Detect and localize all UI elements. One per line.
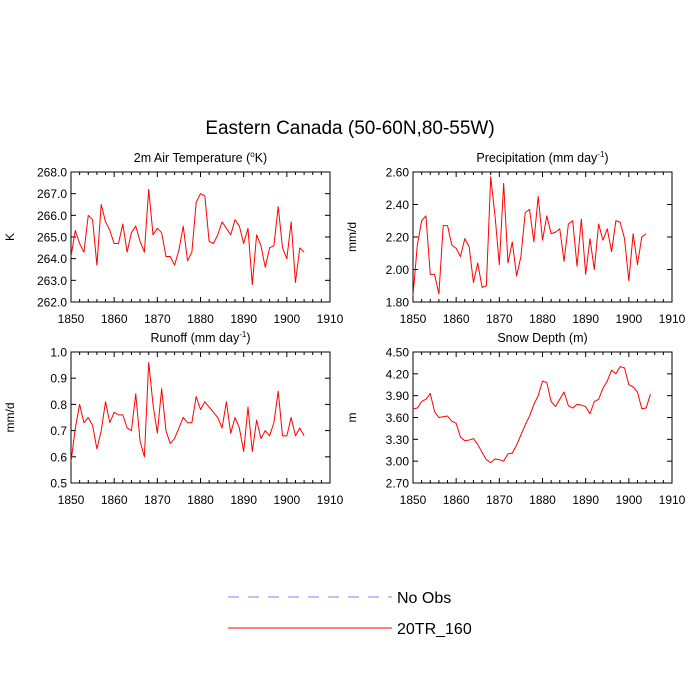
x-tick-label: 1900 [615, 493, 642, 507]
series-line-20tr-160 [70, 361, 305, 463]
x-tick-label: 1850 [400, 493, 427, 507]
panel-air-temperature: 2m Air Temperature (oK) 1850 1860 1870 1880 1… [3, 150, 344, 326]
x-tick-label: 1880 [187, 312, 214, 326]
panel-title-super: o [250, 150, 255, 159]
y-tick-label: 1.0 [50, 346, 67, 360]
panel-title-precipitation: Precipitation (mm day-1) [476, 150, 608, 165]
x-tick-label: 1860 [101, 493, 128, 507]
panel-title-main: 2m Air Temperature ( [134, 151, 251, 165]
panel-title-main: Precipitation (mm day [476, 151, 598, 165]
y-tick-label: 2.40 [386, 198, 410, 212]
y-tick-label: 2.60 [386, 166, 410, 180]
x-tick-label: 1870 [486, 312, 513, 326]
legend-label-20tr-160: 20TR_160 [397, 621, 472, 638]
panel-title-tail: K) [255, 151, 268, 165]
y-tick-label: 265.0 [37, 231, 67, 245]
x-tick-label: 1910 [659, 312, 686, 326]
x-tick-label: 1910 [317, 493, 344, 507]
series-line-20tr-160 [412, 366, 651, 464]
panel-runoff: Runoff (mm day-1) 1850 1860 1870 1880 1890 190… [3, 330, 344, 507]
y-tick-label: 3.00 [386, 455, 410, 469]
x-tick-label: 1860 [443, 493, 470, 507]
x-tick-label: 1860 [101, 312, 128, 326]
y-axis-label-air-temperature: K [3, 233, 17, 241]
y-tick-label: 0.7 [50, 424, 67, 438]
y-tick-label: 2.20 [386, 231, 410, 245]
x-tick-label: 1900 [273, 312, 300, 326]
series-line-20tr-160 [412, 176, 647, 296]
y-tick-label: 262.0 [37, 296, 67, 310]
x-tick-label: 1890 [572, 493, 599, 507]
y-tick-label: 267.0 [37, 187, 67, 201]
x-tick-label: 1880 [529, 493, 556, 507]
panel-title-super: -1 [239, 330, 247, 339]
y-axis-label-precipitation: mm/d [345, 222, 359, 252]
x-tick-label: 1860 [443, 312, 470, 326]
x-tick-label: 1890 [572, 312, 599, 326]
legend-label-no-obs: No Obs [397, 590, 451, 607]
y-tick-label: 4.20 [386, 367, 410, 381]
x-tick-label: 1890 [230, 312, 257, 326]
x-tick-label: 1910 [659, 493, 686, 507]
x-tick-label: 1870 [144, 312, 171, 326]
y-axis-label-runoff: mm/d [3, 403, 17, 433]
y-tick-label: 0.8 [50, 398, 67, 412]
y-tick-label: 3.90 [386, 389, 410, 403]
x-tick-label: 1850 [400, 312, 427, 326]
panel-title-tail: ) [604, 151, 608, 165]
legend: No Obs 20TR_160 [228, 590, 472, 638]
x-tick-label: 1880 [529, 312, 556, 326]
series-line-20tr-160 [70, 188, 305, 286]
y-axis-label-snow-depth: m [345, 413, 359, 423]
x-tick-label: 1880 [187, 493, 214, 507]
panel-title-snow-depth: Snow Depth (m) [497, 331, 587, 345]
y-tick-label: 0.6 [50, 450, 67, 464]
plot-frame [70, 171, 331, 303]
panel-precipitation: Precipitation (mm day-1) 1850 1860 1870 1880… [345, 150, 686, 326]
panel-snow-depth: Snow Depth (m) 1850 1860 1870 1880 1890 1900 19… [345, 331, 686, 507]
y-tick-label: 0.5 [50, 477, 67, 491]
y-tick-label: 263.0 [37, 274, 67, 288]
y-tick-label: 1.80 [386, 296, 410, 310]
y-tick-label: 3.30 [386, 433, 410, 447]
panels: 2m Air Temperature (oK)1850 1860 1870 1880 1… [3, 150, 686, 507]
figure-title: Eastern Canada (50-60N,80-55W) [205, 118, 494, 139]
panel-title-air-temperature: 2m Air Temperature (oK) [134, 150, 267, 165]
x-tick-label: 1890 [230, 493, 257, 507]
panel-title-main: Snow Depth (m) [497, 331, 587, 345]
x-tick-label: 1900 [273, 493, 300, 507]
panel-title-runoff: Runoff (mm day-1) [151, 330, 251, 345]
x-tick-label: 1870 [486, 493, 513, 507]
x-tick-label: 1870 [144, 493, 171, 507]
y-tick-label: 2.00 [386, 263, 410, 277]
y-tick-label: 4.50 [386, 346, 410, 360]
y-tick-label: 2.70 [386, 477, 410, 491]
y-tick-label: 266.0 [37, 209, 67, 223]
panel-title-main: Runoff (mm day [151, 331, 240, 345]
panel-title-tail: ) [246, 331, 250, 345]
x-tick-label: 1850 [58, 493, 85, 507]
x-tick-label: 1850 [58, 312, 85, 326]
y-tick-label: 3.60 [386, 411, 410, 425]
y-tick-label: 0.9 [50, 372, 67, 386]
x-tick-label: 1910 [317, 312, 344, 326]
plot-frame [412, 351, 673, 484]
y-tick-label: 268.0 [37, 166, 67, 180]
panel-title-super: -1 [597, 150, 605, 159]
x-tick-label: 1900 [615, 312, 642, 326]
y-tick-label: 264.0 [37, 252, 67, 266]
